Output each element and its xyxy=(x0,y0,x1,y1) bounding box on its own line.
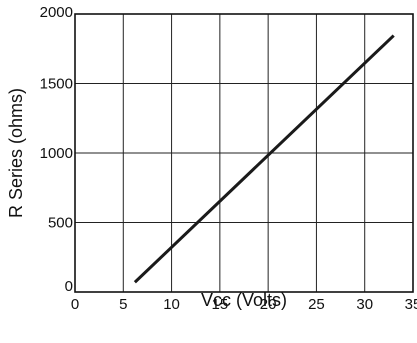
y-tick-label: 1000 xyxy=(40,145,73,162)
y-tick-label: 500 xyxy=(48,215,73,232)
x-tick-label: 5 xyxy=(119,296,127,313)
y-tick-label: 2000 xyxy=(40,4,73,21)
series-layer xyxy=(133,34,395,284)
grid xyxy=(75,14,413,292)
y-axis-title: R Series (ohms) xyxy=(6,88,26,218)
x-tick-label: 20 xyxy=(260,296,277,313)
x-tick-label: 10 xyxy=(163,296,180,313)
x-tick-label: 35 xyxy=(405,296,417,313)
y-tick-label: 1500 xyxy=(40,76,73,93)
series-line xyxy=(133,34,395,284)
x-tick-label: 0 xyxy=(71,296,79,313)
x-axis-ticks: 0 5 10 15 20 25 30 35 xyxy=(71,296,417,313)
x-tick-label: 30 xyxy=(356,296,373,313)
y-tick-label: 0 xyxy=(65,278,73,295)
x-axis-title: Vcc (Volts) xyxy=(201,290,287,310)
y-axis-ticks: 0 500 1000 1500 2000 xyxy=(40,4,73,295)
x-tick-label: 15 xyxy=(212,296,229,313)
x-tick-label: 25 xyxy=(308,296,325,313)
plot-frame xyxy=(74,13,414,293)
